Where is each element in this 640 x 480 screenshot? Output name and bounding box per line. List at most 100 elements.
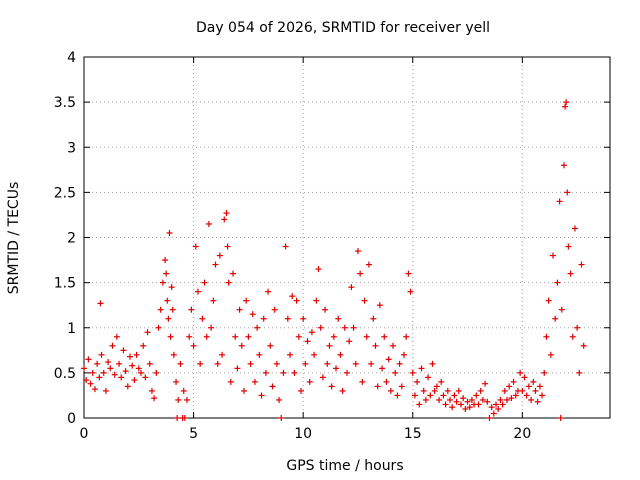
data-point (444, 387, 451, 394)
data-point (398, 383, 405, 390)
data-point (295, 333, 302, 340)
data-point (166, 229, 173, 236)
data-point (506, 383, 513, 390)
data-point (547, 351, 554, 358)
data-point (385, 356, 392, 363)
data-point (541, 369, 548, 376)
data-point (416, 401, 423, 408)
data-point (328, 383, 335, 390)
data-point (490, 410, 497, 417)
data-point (315, 266, 322, 273)
data-point (394, 392, 401, 399)
data-point (457, 401, 464, 408)
y-tick-label: 3.5 (54, 95, 76, 111)
data-point (269, 383, 276, 390)
data-point (482, 380, 489, 387)
data-point (304, 338, 311, 345)
data-point (447, 396, 454, 403)
data-point (431, 387, 438, 394)
data-point (194, 288, 201, 295)
data-point (528, 396, 535, 403)
data-point (475, 401, 482, 408)
data-point (352, 360, 359, 367)
data-point (258, 392, 265, 399)
data-point (464, 398, 471, 405)
data-point (418, 365, 425, 372)
data-point (89, 369, 96, 376)
data-point (151, 395, 158, 402)
data-point (420, 387, 427, 394)
data-point (372, 342, 379, 349)
data-point (319, 374, 326, 381)
data-point (576, 369, 583, 376)
data-point (186, 333, 193, 340)
data-point (271, 306, 278, 313)
data-point (313, 297, 320, 304)
data-point (199, 315, 206, 322)
data-point (87, 380, 94, 387)
data-point (543, 333, 550, 340)
data-point (501, 387, 508, 394)
data-point (508, 395, 515, 402)
data-point (140, 342, 147, 349)
data-point (523, 392, 530, 399)
y-tick-label: 2.5 (54, 185, 76, 201)
x-tick-label: 15 (404, 426, 422, 442)
data-point (100, 369, 107, 376)
data-point (227, 378, 234, 385)
data-point (376, 302, 383, 309)
data-point (519, 387, 526, 394)
data-point (262, 369, 269, 376)
data-point (174, 415, 181, 421)
data-point (486, 415, 493, 421)
data-point (571, 225, 578, 232)
data-point (536, 383, 543, 390)
data-point (411, 392, 418, 399)
data-point (427, 392, 434, 399)
data-point (177, 360, 184, 367)
data-point (131, 377, 138, 384)
data-point (282, 243, 289, 250)
x-tick-label: 10 (294, 426, 312, 442)
data-point (396, 360, 403, 367)
data-point (414, 378, 421, 385)
data-point (534, 398, 541, 405)
data-point (127, 353, 134, 360)
data-point (453, 398, 460, 405)
data-point (374, 383, 381, 390)
data-point (440, 392, 447, 399)
data-point (495, 405, 502, 412)
data-point (205, 220, 212, 227)
data-point (234, 365, 241, 372)
data-point (181, 415, 188, 421)
data-point (201, 279, 208, 286)
data-point (162, 257, 169, 264)
data-point (574, 324, 581, 331)
data-point (122, 368, 129, 375)
data-point (462, 405, 469, 412)
data-point (273, 360, 280, 367)
data-point (260, 315, 267, 322)
data-point (247, 360, 254, 367)
data-point (208, 324, 215, 331)
data-point (569, 333, 576, 340)
data-point (251, 378, 258, 385)
data-point (216, 252, 223, 259)
data-point (557, 415, 564, 421)
data-point (232, 333, 239, 340)
data-point (433, 383, 440, 390)
data-point (400, 351, 407, 358)
data-point (203, 333, 210, 340)
grid-lines (83, 57, 610, 418)
data-point (363, 333, 370, 340)
data-point (308, 329, 315, 336)
data-point (497, 396, 504, 403)
data-point (565, 243, 572, 250)
data-point (473, 392, 480, 399)
data-point (306, 378, 313, 385)
data-point (192, 243, 199, 250)
data-point (133, 351, 140, 358)
data-point (164, 297, 171, 304)
data-point (359, 378, 366, 385)
